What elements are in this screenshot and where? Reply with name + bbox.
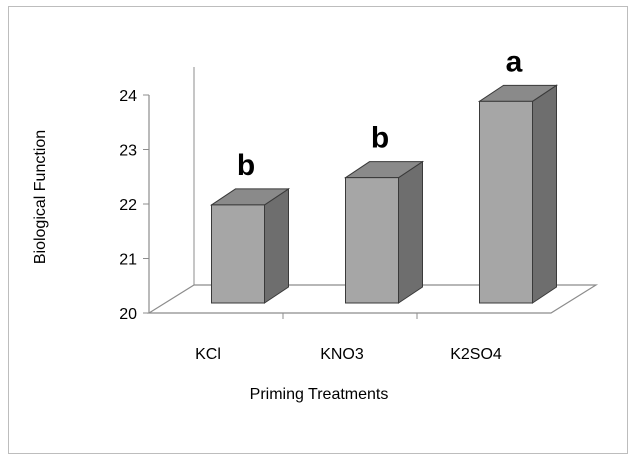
chart-axes bbox=[143, 67, 599, 319]
bar-side bbox=[264, 187, 289, 304]
chart-labels: 20 21 22 23 24 b KCl b KNO3 a K2SO4 bbox=[119, 45, 522, 363]
bar-side bbox=[532, 84, 557, 304]
x-tick-label: KCl bbox=[195, 346, 221, 363]
bar-side bbox=[398, 160, 423, 304]
bar-k2so4 bbox=[477, 84, 559, 304]
bar-kno3 bbox=[343, 160, 425, 304]
y-axis-label: Biological Function bbox=[32, 130, 49, 264]
bar-front bbox=[479, 100, 533, 304]
y-tick-label: 22 bbox=[119, 197, 137, 214]
y-tick-label: 21 bbox=[119, 252, 137, 269]
chart-bars bbox=[209, 84, 559, 304]
y-tick-label: 23 bbox=[119, 143, 137, 160]
bar-front bbox=[211, 204, 265, 304]
bar-kcl bbox=[209, 187, 291, 304]
bar-front bbox=[345, 177, 399, 304]
y-tick-label: 20 bbox=[119, 306, 137, 323]
x-axis-label: Priming Treatments bbox=[250, 386, 389, 403]
significance-letter: a bbox=[506, 45, 523, 78]
bar-chart: 20 21 22 23 24 b KCl b KNO3 a K2SO4 Biological Fun… bbox=[32, 45, 599, 403]
x-tick-label: KNO3 bbox=[320, 346, 364, 363]
significance-letter: b bbox=[371, 122, 389, 155]
chart-frame: 20 21 22 23 24 b KCl b KNO3 a K2SO4 Biological Fun… bbox=[8, 6, 628, 454]
y-tick-label: 24 bbox=[119, 88, 137, 105]
x-tick-label: K2SO4 bbox=[450, 346, 502, 363]
significance-letter: b bbox=[237, 149, 255, 182]
